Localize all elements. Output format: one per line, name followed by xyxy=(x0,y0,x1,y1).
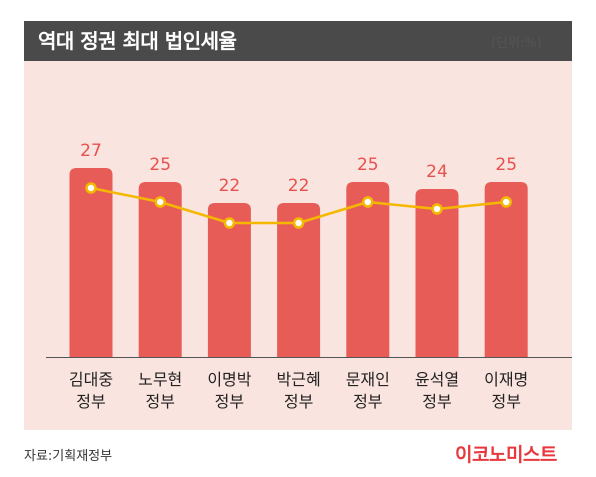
tick-label: 정부 xyxy=(491,392,520,411)
trend-point xyxy=(431,203,443,215)
trend-point xyxy=(362,196,374,208)
tick-label: 김대중 xyxy=(69,370,113,389)
data-label: 22 xyxy=(219,176,241,196)
tick-label: 이재명 xyxy=(484,370,528,389)
data-label: 25 xyxy=(357,155,379,175)
bar xyxy=(415,189,459,357)
chart-title-bar: 역대 정권 최대 법인세율 xyxy=(24,21,572,61)
tick-label: 이명박 xyxy=(207,370,251,389)
publisher-logo: 이코노미스트 xyxy=(455,444,557,466)
bar xyxy=(207,203,251,357)
bar xyxy=(484,182,528,357)
tick-label: 윤석열 xyxy=(415,370,459,389)
trend-point xyxy=(154,196,166,208)
bar xyxy=(277,203,321,357)
data-label: 22 xyxy=(288,176,310,196)
tick-label: 문재인 xyxy=(346,370,390,389)
bar xyxy=(138,182,182,357)
tick-label: 정부 xyxy=(353,392,382,411)
tick-label: 정부 xyxy=(215,392,244,411)
tick-label: 정부 xyxy=(422,392,451,411)
data-label: 25 xyxy=(149,155,171,175)
tick-label: 정부 xyxy=(76,392,105,411)
data-label: 27 xyxy=(80,141,102,161)
tick-label: 정부 xyxy=(284,392,313,411)
chart-title: 역대 정권 최대 법인세율 xyxy=(38,29,237,53)
source-note: 자료:기획재정부 xyxy=(24,449,113,464)
unit-label: (단위:%) xyxy=(491,36,542,51)
bar xyxy=(346,182,390,357)
data-label: 24 xyxy=(426,162,448,182)
trend-point xyxy=(85,182,97,194)
trend-point xyxy=(223,217,236,229)
trend-point xyxy=(500,196,512,208)
tick-label: 정부 xyxy=(145,392,174,411)
tick-label: 박근혜 xyxy=(277,370,321,389)
trend-point xyxy=(292,217,305,229)
bar xyxy=(69,168,113,357)
tick-label: 노무현 xyxy=(138,370,182,389)
data-label: 25 xyxy=(495,155,517,175)
